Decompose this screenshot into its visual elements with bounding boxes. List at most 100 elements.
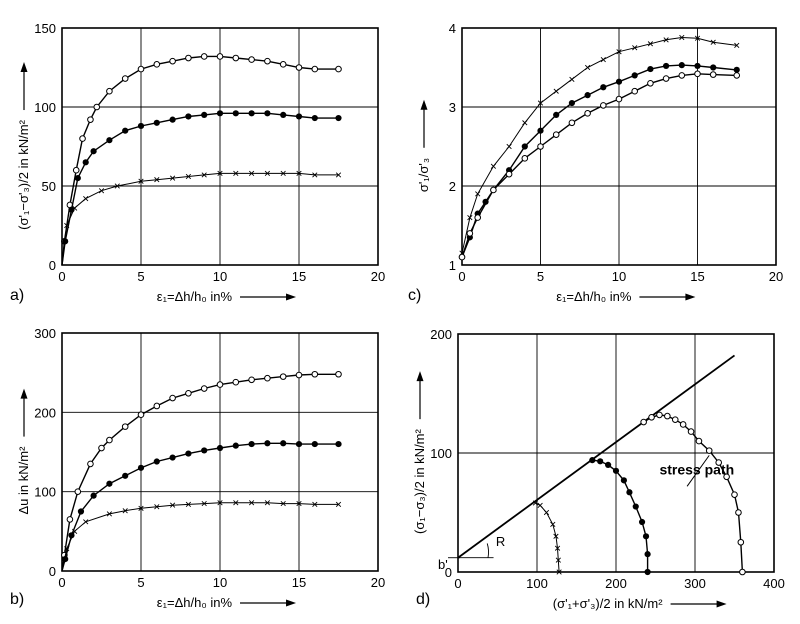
data-point-cross — [522, 120, 528, 126]
data-point-open-circle — [311, 370, 319, 378]
data-point-filled-circle — [311, 114, 318, 122]
x-axis-label: ε₁=Δh/h₀ in% — [556, 289, 632, 304]
data-point-filled-circle — [644, 568, 651, 576]
x-tick-label: 10 — [213, 269, 227, 284]
data-point-filled-circle — [264, 440, 271, 447]
x-tick-label: 200 — [605, 576, 627, 591]
data-point-cross — [154, 504, 160, 510]
data-point-open-circle — [185, 54, 192, 62]
data-point-open-circle — [79, 135, 86, 142]
data-point-open-circle — [248, 376, 255, 384]
x-tick-label: 0 — [58, 575, 65, 590]
data-point-open-circle — [723, 473, 730, 481]
data-point-cross — [694, 35, 701, 41]
data-point-cross — [72, 205, 78, 211]
data-point-open-circle — [66, 516, 74, 523]
y-axis-label: (σ₁−σ₃)/2 in kN/m² — [412, 428, 427, 533]
plot-frame — [457, 333, 775, 573]
data-point-open-circle — [216, 53, 224, 60]
data-point-filled-circle — [631, 72, 638, 79]
panel-label-b: b) — [10, 591, 24, 608]
data-point-filled-circle — [137, 464, 145, 471]
data-point-filled-circle — [106, 137, 113, 144]
data-point-filled-circle — [584, 92, 591, 99]
data-point-cross — [679, 34, 685, 41]
y-tick-label: 200 — [34, 405, 56, 420]
x-tick-label: 400 — [763, 576, 785, 591]
data-point-open-circle — [200, 385, 208, 392]
data-point-open-circle — [87, 116, 94, 123]
data-point-cross — [335, 501, 342, 507]
annotation-stress-path-pointer — [686, 455, 710, 487]
y-axis-arrowhead — [416, 371, 424, 382]
data-point-filled-circle — [169, 454, 176, 461]
data-point-filled-circle — [663, 62, 670, 70]
data-point-cross — [555, 557, 561, 563]
data-point-filled-circle — [553, 111, 560, 118]
data-point-filled-circle — [122, 472, 129, 479]
data-point-cross — [248, 170, 255, 176]
data-point-open-circle — [615, 95, 623, 103]
data-point-filled-circle — [216, 110, 224, 117]
x-axis-arrowhead — [685, 293, 696, 301]
data-point-open-circle — [137, 411, 145, 419]
data-point-open-circle — [568, 119, 576, 127]
x-tick-label: 10 — [213, 575, 227, 590]
data-point-open-circle — [640, 418, 647, 426]
data-point-filled-circle — [620, 477, 628, 484]
data-point-filled-circle — [589, 457, 596, 464]
data-point-open-circle — [490, 186, 497, 194]
y-tick-label: 0 — [49, 258, 56, 273]
data-point-open-circle — [74, 488, 82, 495]
data-point-open-circle — [466, 230, 474, 237]
data-point-filled-circle — [280, 440, 287, 447]
annotation-angle-arc — [486, 543, 489, 558]
data-point-open-circle — [169, 394, 176, 402]
y-axis-label: σ'₁/σ'₃ — [416, 158, 431, 192]
data-point-cross — [312, 501, 318, 507]
data-point-open-circle — [335, 370, 342, 378]
data-point-open-circle — [264, 57, 271, 65]
data-point-cross — [569, 76, 575, 82]
data-point-filled-circle — [280, 111, 287, 118]
data-point-cross — [217, 500, 223, 506]
data-point-cross — [98, 188, 105, 194]
data-point-cross — [467, 214, 473, 221]
data-point-filled-circle — [733, 66, 740, 73]
data-point-cross — [233, 500, 239, 506]
data-point-filled-circle — [185, 113, 192, 120]
data-point-cross — [734, 42, 740, 48]
y-tick-label: 100 — [430, 446, 452, 461]
data-point-cross — [264, 500, 271, 506]
x-axis-label: ε₁=Δh/h₀ in% — [157, 595, 233, 610]
plot-frame — [61, 27, 379, 266]
data-point-cross — [600, 56, 606, 63]
data-point-cross — [233, 170, 239, 176]
data-point-open-circle — [709, 71, 717, 78]
data-point-open-circle — [295, 371, 303, 379]
data-point-open-circle — [121, 75, 129, 82]
failure-envelope-line — [457, 354, 736, 559]
data-point-cross — [532, 500, 539, 506]
data-point-open-circle — [733, 72, 741, 79]
data-point-cross — [296, 170, 302, 176]
data-point-open-circle — [93, 103, 101, 111]
data-point-open-circle — [169, 57, 176, 65]
data-point-open-circle — [537, 143, 544, 150]
x-axis-label: ε₁=Δh/h₀ in% — [157, 289, 233, 304]
data-point-filled-circle — [638, 518, 646, 526]
data-point-cross — [543, 509, 550, 516]
plot-frame — [461, 27, 777, 266]
data-point-cross — [550, 521, 556, 528]
data-point-filled-circle — [335, 440, 342, 448]
data-point-filled-circle — [537, 127, 544, 134]
data-point-open-circle — [311, 65, 319, 73]
data-point-cross — [154, 177, 160, 183]
data-point-open-circle — [279, 61, 287, 68]
annotation-phi-angle: R — [496, 534, 505, 549]
data-point-filled-circle — [295, 113, 303, 120]
panel-label-c: c) — [408, 287, 421, 304]
data-point-cross — [632, 45, 638, 51]
series-line-cross — [61, 172, 339, 266]
y-tick-label: 3 — [449, 100, 456, 115]
